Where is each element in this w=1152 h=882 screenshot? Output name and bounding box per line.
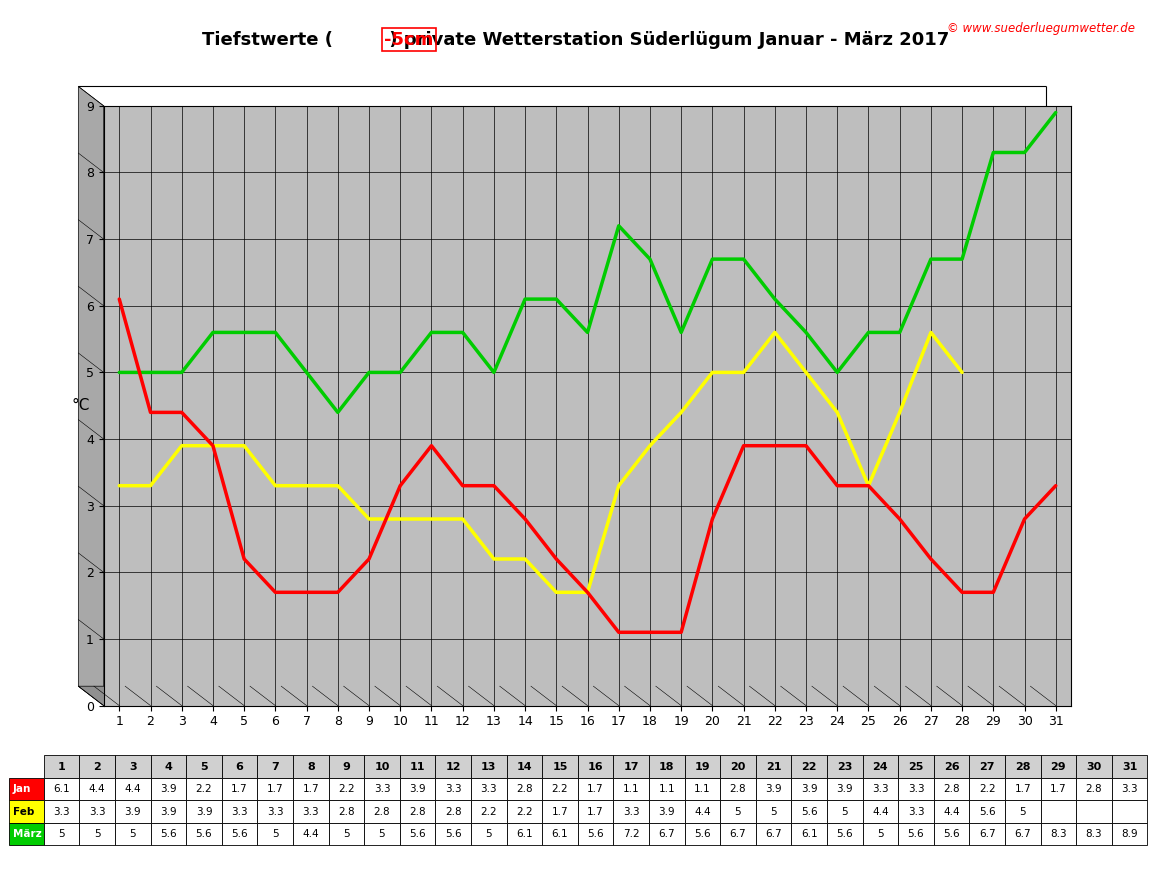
Y-axis label: °C: °C	[71, 398, 90, 414]
Text: Tiefstwerte (         ) private Wetterstation Süderlügum Januar - März 2017: Tiefstwerte ( ) private Wetterstation Sü…	[203, 31, 949, 49]
Text: -5cm: -5cm	[385, 31, 433, 49]
Text: © www.suederluegumwetter.de: © www.suederluegumwetter.de	[947, 22, 1135, 35]
